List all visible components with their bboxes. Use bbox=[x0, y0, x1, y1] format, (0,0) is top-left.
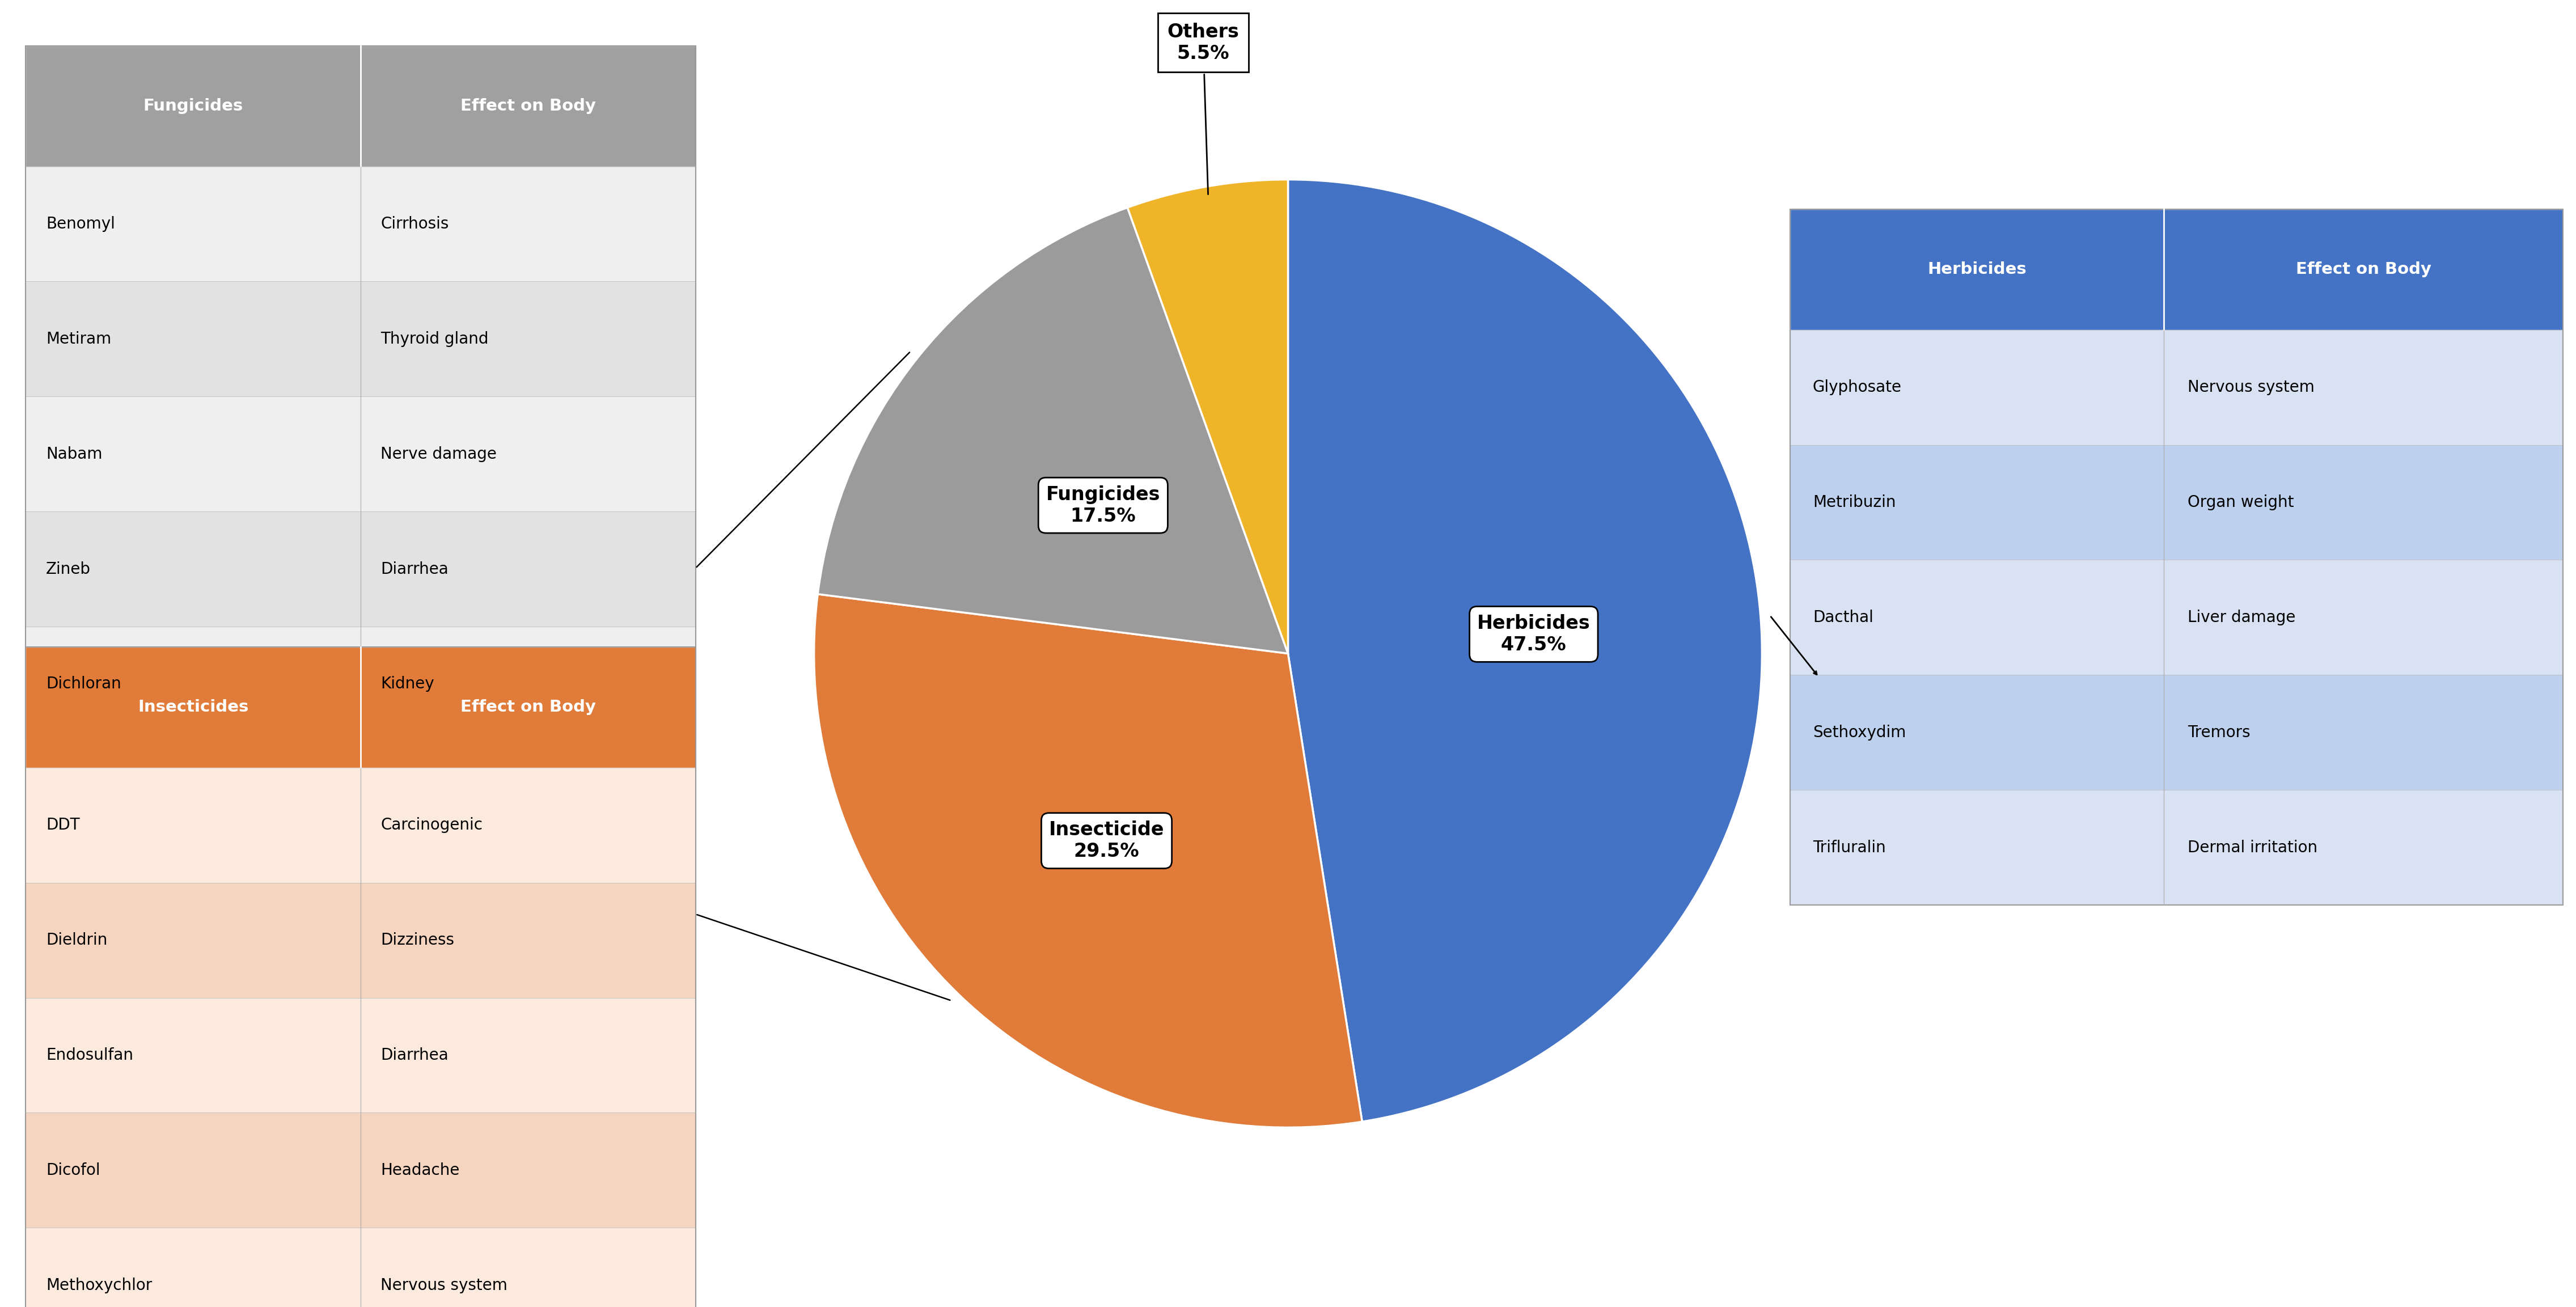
Text: Liver damage: Liver damage bbox=[2187, 609, 2295, 625]
Text: Dizziness: Dizziness bbox=[381, 932, 453, 948]
Text: Insecticides: Insecticides bbox=[137, 699, 250, 715]
Text: Thyroid gland: Thyroid gland bbox=[381, 331, 489, 346]
FancyBboxPatch shape bbox=[26, 997, 696, 1112]
Text: Dacthal: Dacthal bbox=[1814, 609, 1873, 625]
FancyBboxPatch shape bbox=[1790, 674, 2563, 789]
Wedge shape bbox=[1288, 179, 1762, 1121]
Text: Nabam: Nabam bbox=[46, 446, 103, 461]
Text: Effect on Body: Effect on Body bbox=[461, 98, 595, 114]
Text: Fungicides
17.5%: Fungicides 17.5% bbox=[1046, 485, 1159, 525]
FancyBboxPatch shape bbox=[26, 647, 696, 767]
FancyBboxPatch shape bbox=[1790, 209, 2563, 329]
Wedge shape bbox=[814, 595, 1363, 1128]
Text: Benomyl: Benomyl bbox=[46, 216, 116, 231]
Text: Metiram: Metiram bbox=[46, 331, 111, 346]
FancyBboxPatch shape bbox=[26, 882, 696, 997]
Text: Herbicides
47.5%: Herbicides 47.5% bbox=[1476, 614, 1589, 655]
FancyBboxPatch shape bbox=[26, 767, 696, 882]
Text: Carcinogenic: Carcinogenic bbox=[381, 817, 482, 833]
FancyBboxPatch shape bbox=[26, 396, 696, 511]
Text: Effect on Body: Effect on Body bbox=[2295, 261, 2432, 277]
FancyBboxPatch shape bbox=[26, 511, 696, 626]
Text: Diarrhea: Diarrhea bbox=[381, 561, 448, 576]
Text: Endosulfan: Endosulfan bbox=[46, 1047, 134, 1063]
Text: Tremors: Tremors bbox=[2187, 724, 2251, 740]
Text: Sethoxydim: Sethoxydim bbox=[1814, 724, 1906, 740]
Text: Methoxychlor: Methoxychlor bbox=[46, 1277, 152, 1293]
Text: Dichloran: Dichloran bbox=[46, 676, 121, 691]
FancyBboxPatch shape bbox=[1790, 444, 2563, 559]
FancyBboxPatch shape bbox=[1790, 559, 2563, 674]
FancyBboxPatch shape bbox=[26, 1112, 696, 1227]
Text: Glyphosate: Glyphosate bbox=[1814, 379, 1901, 395]
Text: Others
5.5%: Others 5.5% bbox=[1167, 22, 1239, 195]
Wedge shape bbox=[817, 208, 1288, 654]
FancyBboxPatch shape bbox=[1790, 329, 2563, 444]
Text: Headache: Headache bbox=[381, 1162, 459, 1178]
Text: Herbicides: Herbicides bbox=[1927, 261, 2027, 277]
Text: Nerve damage: Nerve damage bbox=[381, 446, 497, 461]
Text: Nervous system: Nervous system bbox=[2187, 379, 2316, 395]
Text: Nervous system: Nervous system bbox=[381, 1277, 507, 1293]
Text: Trifluralin: Trifluralin bbox=[1814, 839, 1886, 855]
Text: Diarrhea: Diarrhea bbox=[381, 1047, 448, 1063]
Wedge shape bbox=[1128, 179, 1288, 654]
FancyBboxPatch shape bbox=[26, 281, 696, 396]
Text: Dicofol: Dicofol bbox=[46, 1162, 100, 1178]
Text: Zineb: Zineb bbox=[46, 561, 90, 576]
FancyBboxPatch shape bbox=[26, 46, 696, 166]
FancyBboxPatch shape bbox=[26, 626, 696, 741]
Text: Organ weight: Organ weight bbox=[2187, 494, 2295, 510]
Text: DDT: DDT bbox=[46, 817, 80, 833]
Text: Cirrhosis: Cirrhosis bbox=[381, 216, 448, 231]
Text: Dieldrin: Dieldrin bbox=[46, 932, 108, 948]
Text: Effect on Body: Effect on Body bbox=[461, 699, 595, 715]
Text: Insecticide
29.5%: Insecticide 29.5% bbox=[1048, 821, 1164, 861]
Text: Fungicides: Fungicides bbox=[144, 98, 242, 114]
FancyBboxPatch shape bbox=[1790, 789, 2563, 904]
Text: Metribuzin: Metribuzin bbox=[1814, 494, 1896, 510]
Text: Kidney: Kidney bbox=[381, 676, 435, 691]
FancyBboxPatch shape bbox=[26, 166, 696, 281]
FancyBboxPatch shape bbox=[26, 1227, 696, 1307]
Text: Dermal irritation: Dermal irritation bbox=[2187, 839, 2318, 855]
